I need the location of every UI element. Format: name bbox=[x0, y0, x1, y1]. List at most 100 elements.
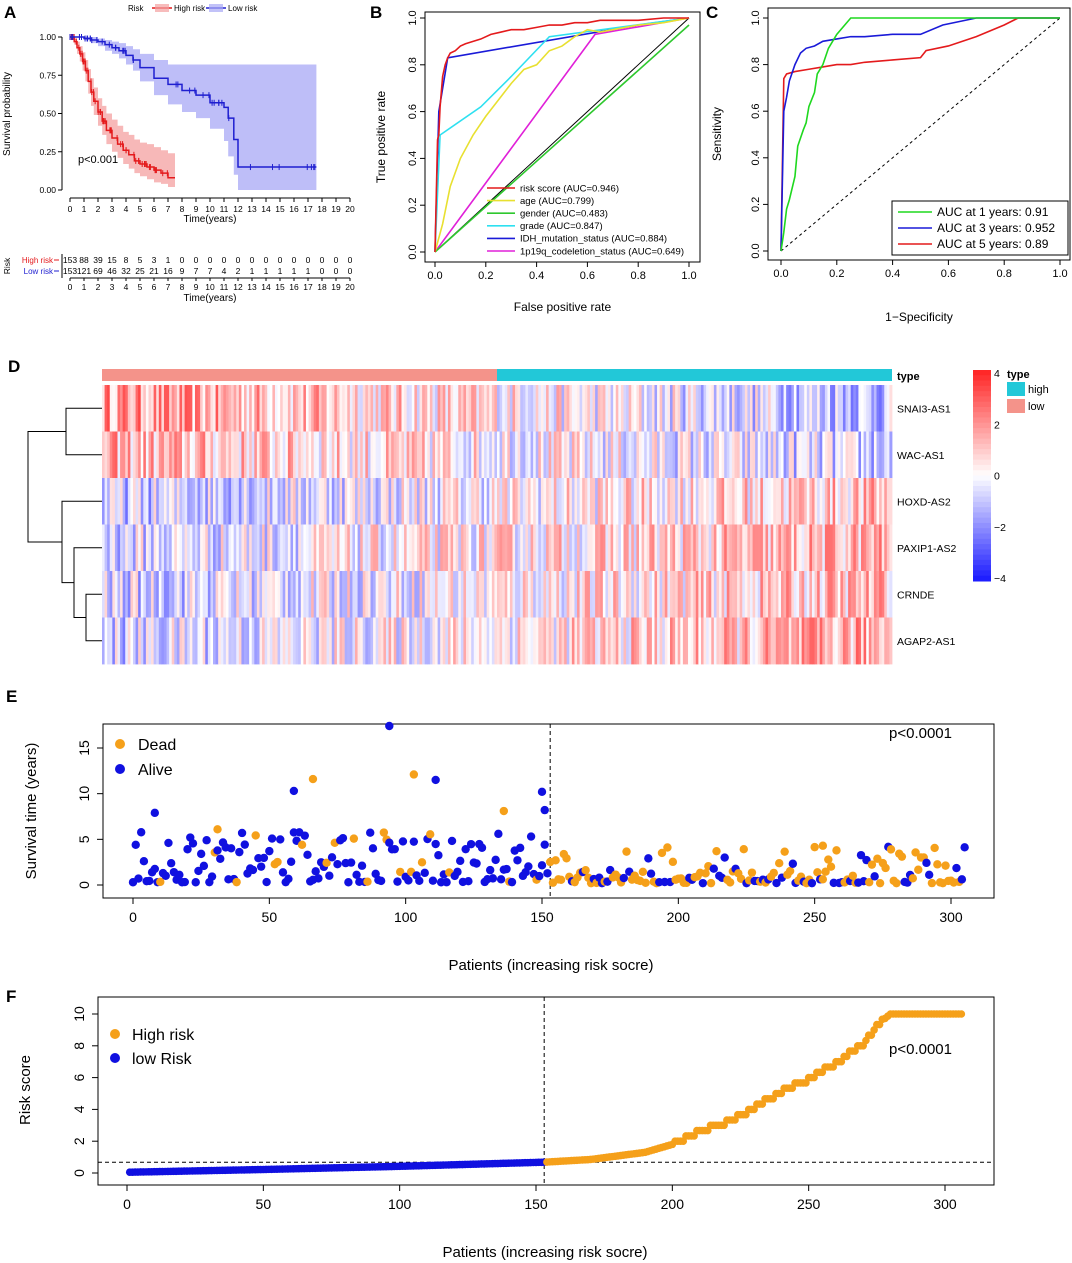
heatmap-cell bbox=[589, 571, 593, 618]
x-tick-label: 200 bbox=[667, 909, 691, 925]
heatmap-cell bbox=[455, 571, 459, 618]
heatmap-cell bbox=[156, 478, 160, 525]
heatmap-cell bbox=[509, 478, 513, 525]
heatmap-cell bbox=[546, 431, 550, 479]
heatmap-cell bbox=[254, 478, 258, 525]
point-dead bbox=[349, 834, 359, 843]
survival-curve-low bbox=[70, 36, 317, 168]
point-alive bbox=[922, 858, 931, 868]
point-alive bbox=[535, 871, 544, 881]
heatmap-cell bbox=[866, 431, 870, 479]
point-dead bbox=[908, 874, 918, 883]
heatmap-cell bbox=[855, 617, 859, 665]
heatmap-cell bbox=[669, 524, 673, 572]
heatmap-cell bbox=[850, 617, 854, 665]
heatmap-cell bbox=[688, 431, 692, 479]
heatmap-cell bbox=[832, 431, 836, 479]
heatmap-cell bbox=[194, 617, 198, 665]
x-tick-label: 18 bbox=[317, 204, 327, 214]
heatmap-cell bbox=[318, 385, 322, 432]
heatmap-cell bbox=[553, 571, 557, 618]
heatmap-cell bbox=[868, 571, 872, 618]
heatmap-cell bbox=[775, 524, 779, 572]
heatmap-cell bbox=[793, 617, 797, 665]
scale-swatch bbox=[973, 438, 991, 445]
heatmap-cell bbox=[502, 571, 506, 618]
point-dead bbox=[363, 877, 372, 886]
heatmap-cell bbox=[481, 478, 485, 525]
heatmap-cell bbox=[853, 524, 857, 572]
heatmap-cell bbox=[783, 524, 787, 572]
heatmap-cell bbox=[651, 385, 655, 432]
heatmap-cell bbox=[324, 478, 328, 525]
heatmap-cell bbox=[489, 617, 493, 665]
heatmap-cell bbox=[592, 524, 596, 572]
heatmap-cell bbox=[750, 478, 753, 525]
point-alive bbox=[267, 834, 277, 843]
heatmap-cell bbox=[522, 478, 526, 525]
heatmap-cell bbox=[561, 617, 565, 665]
roc-curve bbox=[434, 17, 689, 253]
heatmap-cell bbox=[207, 571, 211, 618]
heatmap-cell bbox=[132, 385, 136, 432]
heatmap-cell bbox=[267, 431, 271, 479]
heatmap-cell bbox=[765, 431, 769, 479]
heatmap-cell bbox=[127, 478, 131, 525]
heatmap-cell bbox=[868, 431, 872, 479]
heatmap-cell bbox=[114, 478, 118, 525]
heatmap-cell bbox=[352, 617, 356, 665]
heatmap-cell bbox=[419, 478, 423, 525]
risk-x-tick-label: 0 bbox=[68, 282, 73, 292]
heatmap-cell bbox=[130, 524, 134, 572]
heatmap-cell bbox=[602, 431, 606, 479]
heatmap-cell bbox=[422, 385, 426, 432]
point-dead bbox=[826, 862, 836, 871]
confidence-band-low bbox=[70, 37, 317, 190]
heatmap-cell bbox=[703, 478, 707, 525]
heatmap-cell bbox=[398, 524, 402, 572]
heatmap-cell bbox=[605, 617, 609, 665]
point-alive bbox=[150, 864, 160, 874]
scale-swatch bbox=[973, 486, 991, 492]
heatmap-cell bbox=[564, 431, 568, 479]
heatmap-cell bbox=[520, 478, 524, 525]
legend-marker-alive bbox=[115, 764, 125, 774]
heatmap-cell bbox=[308, 478, 312, 525]
heatmap-cell bbox=[654, 524, 658, 572]
point-dead bbox=[775, 859, 784, 868]
heatmap-cell bbox=[109, 524, 113, 572]
scale-tick-label: 4 bbox=[994, 368, 1000, 380]
heatmap-cell bbox=[176, 571, 180, 618]
heatmap-cell bbox=[447, 478, 451, 525]
heatmap-cell bbox=[311, 571, 315, 618]
heatmap-cell bbox=[786, 524, 790, 572]
heatmap-cell bbox=[339, 478, 343, 525]
heatmap-cell bbox=[584, 385, 588, 432]
heatmap-cell bbox=[669, 385, 673, 432]
heatmap-cell bbox=[427, 431, 431, 479]
heatmap-cell bbox=[484, 478, 488, 525]
heatmap-cell bbox=[215, 571, 219, 618]
heatmap-cell bbox=[786, 478, 790, 525]
risk-count: 5 bbox=[138, 255, 143, 265]
heatmap-cell bbox=[830, 478, 834, 525]
heatmap-cell bbox=[210, 524, 214, 572]
heatmap-cell bbox=[238, 571, 242, 618]
heatmap-cell bbox=[546, 524, 550, 572]
heatmap-cell bbox=[582, 385, 586, 432]
heatmap-cell bbox=[148, 478, 152, 525]
heatmap-cell bbox=[824, 571, 828, 618]
heatmap-cell bbox=[380, 478, 384, 525]
heatmap-cell bbox=[548, 617, 552, 665]
heatmap-cell bbox=[644, 617, 648, 665]
heatmap-cell bbox=[649, 431, 653, 479]
heatmap-cell bbox=[360, 617, 364, 665]
heatmap-cell bbox=[551, 617, 555, 665]
row-label: SNAI3-AS1 bbox=[897, 403, 951, 415]
risk-x-tick-label: 6 bbox=[152, 282, 157, 292]
point-alive bbox=[194, 866, 203, 876]
heatmap-cell bbox=[107, 524, 111, 572]
point-alive bbox=[496, 875, 506, 884]
point-alive bbox=[303, 850, 312, 859]
